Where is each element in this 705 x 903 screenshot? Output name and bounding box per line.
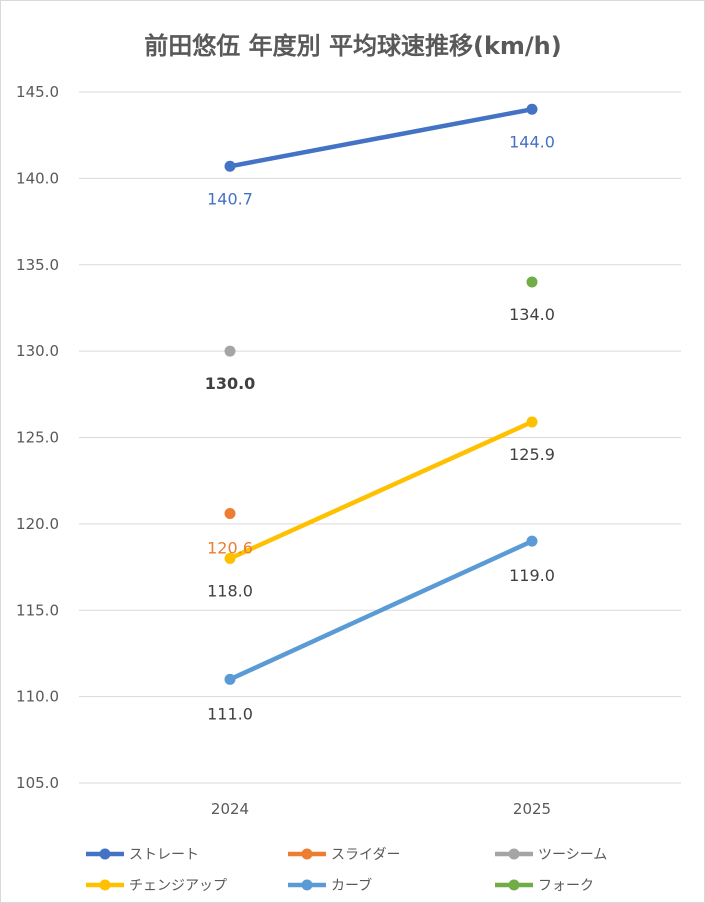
legend-label: ストレート (129, 847, 199, 863)
y-tick-label: 120.0 (16, 515, 59, 533)
y-tick-label: 105.0 (16, 774, 59, 792)
legend-label: フォーク (538, 878, 594, 894)
y-tick-label: 140.0 (16, 169, 59, 187)
data-label: 118.0 (207, 581, 253, 600)
data-label: 119.0 (509, 566, 555, 585)
data-point (224, 345, 236, 357)
legend-label: チェンジアップ (129, 878, 227, 894)
y-tick-label: 115.0 (16, 601, 59, 619)
legend-swatch-marker (99, 879, 111, 891)
legend-label: ツーシーム (538, 847, 607, 863)
gridlines (79, 91, 681, 784)
series-line (227, 419, 535, 561)
legend-swatch-marker (301, 879, 313, 891)
legend-item: スライダー (288, 847, 400, 863)
legend-label: スライダー (331, 847, 400, 863)
legend-swatch-marker (508, 848, 520, 860)
data-point (224, 673, 236, 685)
x-axis-ticks: 2024 2025 (211, 800, 551, 818)
legend-label: カーブ (331, 877, 372, 894)
legend-item: ツーシーム (495, 847, 607, 863)
series-line (227, 107, 535, 169)
data-label: 130.0 (205, 374, 256, 393)
y-tick-label: 110.0 (16, 688, 59, 706)
legend-item: フォーク (495, 878, 594, 894)
data-label: 134.0 (509, 305, 555, 324)
data-point (526, 276, 538, 288)
data-label: 144.0 (509, 132, 555, 151)
y-tick-label: 135.0 (16, 256, 59, 274)
x-tick-label: 2025 (513, 800, 551, 818)
series-line (227, 538, 535, 682)
data-point (224, 508, 236, 520)
legend-swatch-marker (508, 879, 520, 891)
data-point (224, 160, 236, 172)
legend-item: ストレート (86, 847, 199, 863)
y-tick-label: 130.0 (16, 342, 59, 360)
data-labels: 140.7 144.0 120.6 130.0 118.0 125.9 111.0 119.0… (205, 132, 555, 723)
series-group (224, 103, 538, 685)
legend-item: カーブ (288, 877, 372, 894)
y-tick-label: 125.0 (16, 429, 59, 447)
data-label: 125.9 (509, 445, 555, 464)
data-point (526, 535, 538, 547)
data-point (526, 416, 538, 428)
legend-swatch-marker (99, 848, 111, 860)
data-label: 111.0 (207, 704, 253, 723)
data-label: 140.7 (207, 189, 253, 208)
data-point (224, 552, 236, 564)
x-tick-label: 2024 (211, 800, 249, 818)
y-axis-ticks: 105.0 110.0 115.0 120.0 125.0 130.0 135.0 140.0… (16, 83, 59, 792)
data-point (526, 103, 538, 115)
legend-item: チェンジアップ (86, 878, 227, 894)
legend-swatch-marker (301, 848, 313, 860)
chart-title: 前田悠伍 年度別 平均球速推移(km/h) (144, 32, 561, 60)
data-label: 120.6 (207, 539, 253, 558)
y-tick-label: 145.0 (16, 83, 59, 101)
